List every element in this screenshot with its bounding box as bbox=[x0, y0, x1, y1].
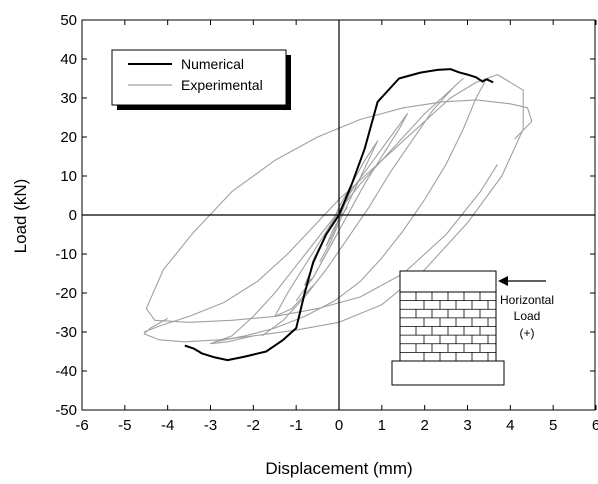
numerical-curve bbox=[184, 68, 494, 362]
masonry-wall-inset: Horizontal Load (+) bbox=[391, 270, 554, 386]
legend-box bbox=[111, 49, 287, 106]
x-tick-label: -4 bbox=[161, 417, 174, 434]
y-axis-label: Load (kN) bbox=[11, 179, 30, 254]
x-tick-label: -6 bbox=[75, 417, 88, 434]
y-tick-label: 0 bbox=[69, 207, 77, 224]
experimental-loop-5 bbox=[143, 74, 524, 343]
experimental-loop-6 bbox=[145, 99, 533, 323]
y-tick-label: 10 bbox=[60, 168, 77, 185]
y-tick-label: 40 bbox=[60, 51, 77, 68]
legend-label-numerical: Numerical bbox=[181, 56, 244, 72]
x-tick-label: -1 bbox=[289, 417, 302, 434]
x-axis-label: Displacement (mm) bbox=[265, 459, 412, 478]
x-tick-label: 2 bbox=[420, 417, 428, 434]
legend: Numerical Experimental bbox=[111, 49, 291, 110]
y-tick-label: -20 bbox=[55, 285, 77, 302]
experimental-loop-4 bbox=[214, 82, 486, 343]
x-tick-label: 0 bbox=[335, 417, 343, 434]
x-tick-label: 3 bbox=[463, 417, 471, 434]
wall-base bbox=[391, 360, 505, 386]
y-tick-label: 20 bbox=[60, 129, 77, 146]
y-tick-label: -30 bbox=[55, 324, 77, 341]
load-label-line-0: Horizontal bbox=[500, 293, 554, 307]
y-tick-label: -10 bbox=[55, 246, 77, 263]
wall-top-beam bbox=[399, 270, 497, 293]
load-label-line-1: Load bbox=[514, 309, 541, 323]
experimental-loop-2 bbox=[274, 113, 409, 317]
x-tick-label: 6 bbox=[592, 417, 598, 434]
y-tick-label: 30 bbox=[60, 90, 77, 107]
x-tick-label: 1 bbox=[378, 417, 386, 434]
y-tick-label: 50 bbox=[60, 12, 77, 29]
x-tick-label: -5 bbox=[118, 417, 131, 434]
x-tick-label: 4 bbox=[506, 417, 514, 434]
y-tick-label: -50 bbox=[55, 402, 77, 419]
y-tick-label: -40 bbox=[55, 363, 77, 380]
x-tick-label: -3 bbox=[204, 417, 217, 434]
load-label-line-2: (+) bbox=[520, 326, 535, 340]
legend-label-experimental: Experimental bbox=[181, 77, 263, 93]
x-tick-label: 5 bbox=[549, 417, 557, 434]
experimental-loop-3 bbox=[209, 77, 464, 345]
load-arrow-head bbox=[498, 276, 508, 286]
x-tick-label: -2 bbox=[247, 417, 260, 434]
